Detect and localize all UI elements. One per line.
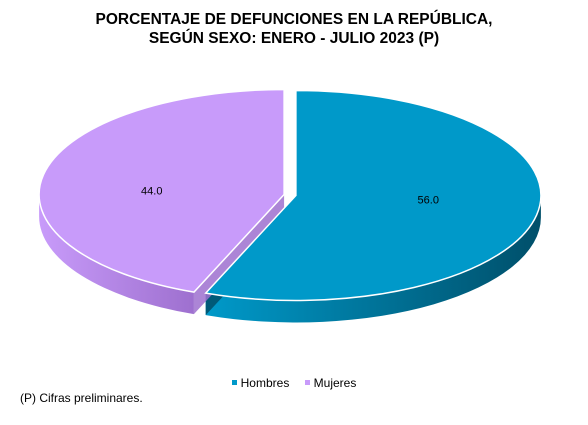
data-label-hombres: 56.0 xyxy=(418,194,439,206)
chart-title: PORCENTAJE DE DEFUNCIONES EN LA REPÚBLIC… xyxy=(0,10,588,48)
legend-swatch-hombres xyxy=(231,380,237,386)
legend-label-hombres: Hombres xyxy=(240,376,290,390)
legend-swatch-mujeres xyxy=(304,380,310,386)
data-label-mujeres: 44.0 xyxy=(141,186,162,198)
pie-side-hombres xyxy=(205,195,541,323)
legend-label-mujeres: Mujeres xyxy=(313,376,357,390)
chart-legend: Hombres Mujeres xyxy=(0,376,588,390)
pie-slice-mujeres xyxy=(38,88,285,293)
footnote: (P) Cifras preliminares. xyxy=(20,391,143,405)
pie-slice-hombres xyxy=(204,89,542,302)
chart-title-line-2: SEGÚN SEXO: ENERO - JULIO 2023 (P) xyxy=(148,30,440,47)
chart-title-line-1: PORCENTAJE DE DEFUNCIONES EN LA REPÚBLIC… xyxy=(95,11,493,28)
legend-item-mujeres: Mujeres xyxy=(304,376,357,390)
legend-item-hombres: Hombres xyxy=(231,376,290,390)
